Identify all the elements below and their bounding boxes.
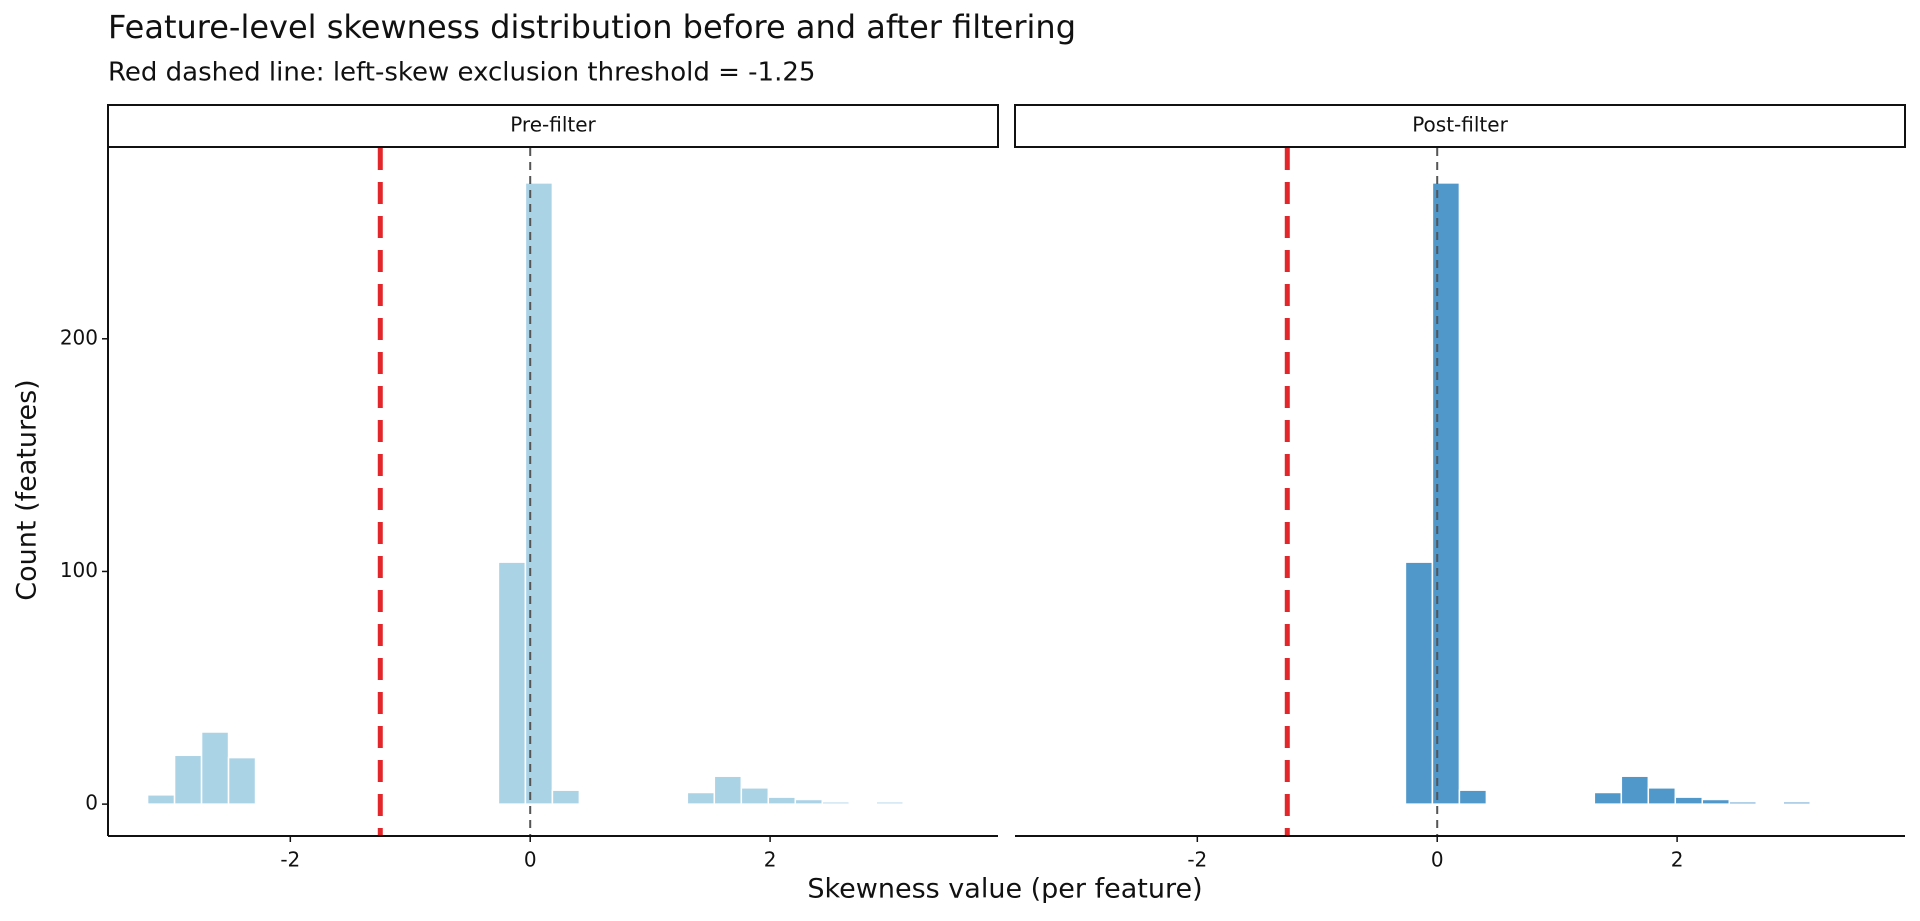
histogram-bar — [1701, 798, 1731, 805]
facet-strip — [107, 104, 999, 148]
histogram-bar — [200, 731, 230, 805]
histogram-bar — [227, 756, 257, 805]
histogram-bar — [1458, 789, 1488, 805]
x-tick-label: 2 — [764, 848, 777, 872]
histogram-bar — [740, 787, 770, 805]
x-axis-label: Skewness value (per feature) — [807, 874, 1202, 905]
x-tick-label: 2 — [1671, 848, 1684, 872]
histogram-bar — [1620, 775, 1650, 805]
histogram-bar — [1593, 791, 1623, 805]
histogram-bar — [713, 775, 743, 805]
facet-strip — [1014, 104, 1906, 148]
histogram-bar — [1647, 787, 1677, 805]
histogram-bar — [1404, 561, 1434, 805]
histogram-bar — [1674, 796, 1704, 805]
histogram-bar — [767, 796, 797, 805]
histogram-bar — [875, 801, 904, 805]
y-axis-label: Count (features) — [12, 379, 43, 600]
histogram-bar — [146, 794, 176, 805]
y-tick-label: 200 — [60, 325, 98, 349]
facet-label: Pre-filter — [510, 113, 596, 137]
histogram-bar — [551, 789, 581, 805]
histogram-bar — [1782, 801, 1811, 805]
histogram-bar — [1728, 801, 1758, 805]
chart-subtitle: Red dashed line: left-skew exclusion thr… — [108, 58, 815, 88]
x-tick-label: -2 — [1187, 848, 1207, 872]
y-tick-label: 100 — [60, 558, 98, 582]
x-tick-label: 0 — [1431, 848, 1444, 872]
histogram-bar — [686, 791, 716, 805]
histogram-bar — [173, 754, 203, 805]
histogram-bar — [794, 798, 824, 805]
y-tick-label: 0 — [85, 791, 98, 815]
histogram-bar — [497, 561, 527, 805]
histogram-bar — [821, 801, 851, 805]
x-tick-label: 0 — [524, 848, 537, 872]
facet-label: Post-filter — [1412, 113, 1508, 137]
chart-title: Feature-level skewness distribution befo… — [108, 8, 1076, 46]
x-tick-label: -2 — [280, 848, 300, 872]
